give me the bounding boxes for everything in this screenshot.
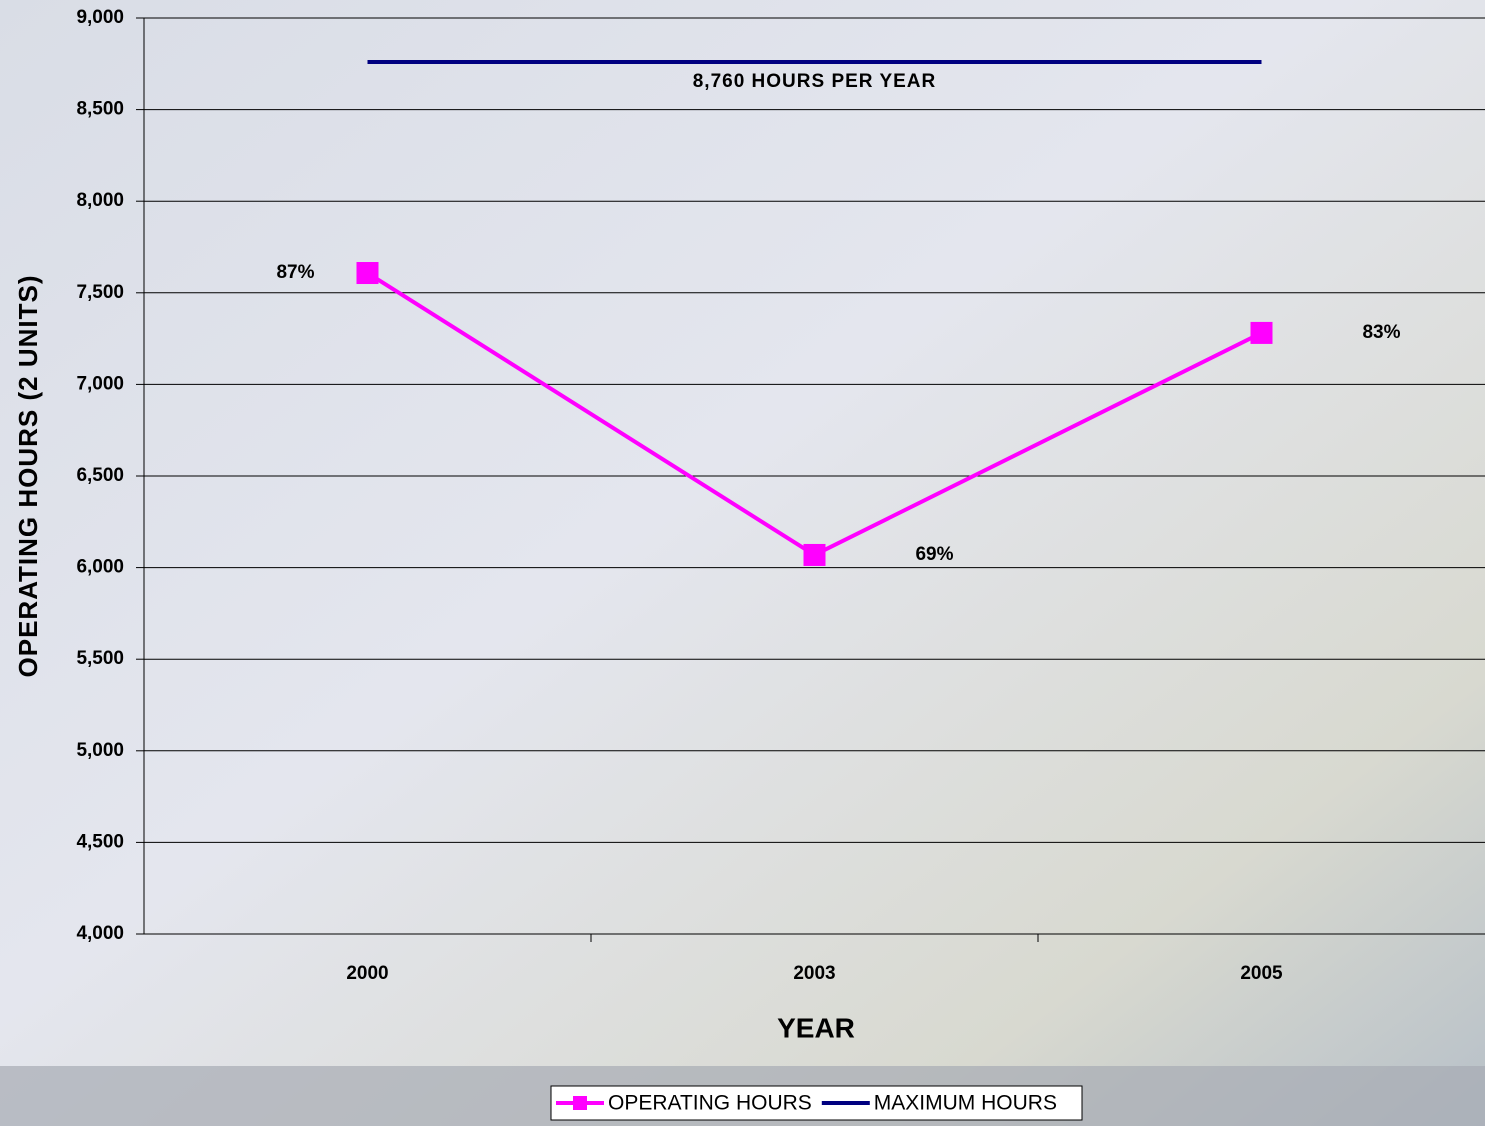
x-axis-title: YEAR [777,1012,855,1043]
marker [1250,321,1273,344]
x-tick-label: 2005 [1240,963,1283,984]
x-tick-label: 2000 [346,963,388,984]
y-tick-label: 5,000 [76,740,124,761]
y-tick-label: 6,500 [76,465,124,486]
legend-label: MAXIMUM HOURS [874,1092,1057,1115]
annotation: 8,760 HOURS PER YEAR [693,71,937,92]
y-tick-label: 4,000 [76,923,124,944]
y-tick-label: 9,000 [76,7,124,28]
legend-label: OPERATING HOURS [608,1092,812,1115]
y-tick-label: 8,500 [76,99,124,120]
y-tick-label: 7,500 [76,282,124,303]
y-tick-label: 6,000 [76,557,124,578]
legend-marker [573,1096,587,1110]
y-tick-label: 8,000 [76,190,124,211]
x-tick-label: 2003 [793,963,835,984]
marker [356,262,379,285]
data-label: 83% [1362,322,1400,343]
y-axis-title: OPERATING HOURS (2 UNITS) [13,275,43,678]
data-label: 69% [915,544,953,565]
marker [803,543,826,566]
y-tick-label: 5,500 [76,648,124,669]
y-tick-label: 4,500 [76,831,124,852]
y-tick-label: 7,000 [76,373,124,394]
data-label: 87% [276,262,314,283]
legend [550,1085,1083,1121]
